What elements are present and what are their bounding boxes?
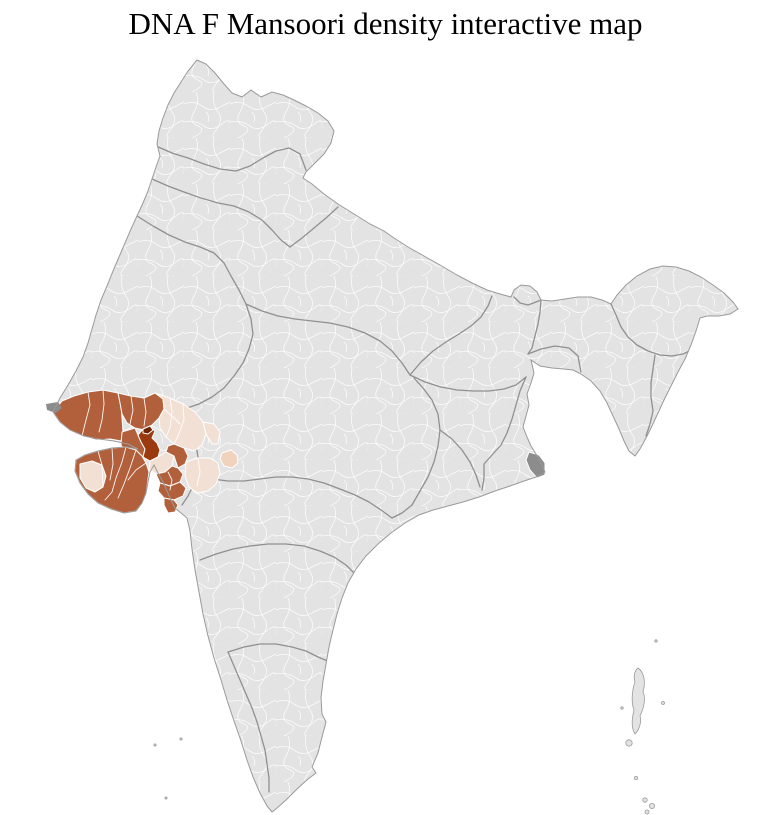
sundarbans-delta-patch bbox=[525, 451, 546, 479]
district-inner-borders bbox=[81, 389, 201, 501]
district-highest-density[interactable] bbox=[142, 425, 154, 435]
kutch-marsh-patch bbox=[46, 402, 62, 413]
andaman-nicobar-islands[interactable] bbox=[620, 639, 665, 815]
density-districts[interactable] bbox=[52, 389, 239, 514]
district-low-density[interactable] bbox=[154, 392, 207, 452]
district-low-density[interactable] bbox=[184, 457, 221, 494]
district-high-density[interactable] bbox=[163, 497, 179, 514]
district-low-density[interactable] bbox=[202, 421, 221, 445]
page-title: DNA F Mansoori density interactive map bbox=[128, 6, 643, 41]
lakshadweep-islands[interactable] bbox=[153, 737, 183, 800]
district-high-density[interactable] bbox=[117, 392, 165, 431]
district-low-density[interactable] bbox=[219, 449, 239, 469]
district-high-density[interactable] bbox=[52, 389, 124, 442]
